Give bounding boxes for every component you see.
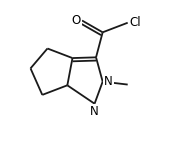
Text: N: N — [90, 105, 99, 118]
Text: Cl: Cl — [129, 16, 141, 29]
Text: N: N — [104, 75, 113, 88]
Text: O: O — [71, 14, 81, 27]
